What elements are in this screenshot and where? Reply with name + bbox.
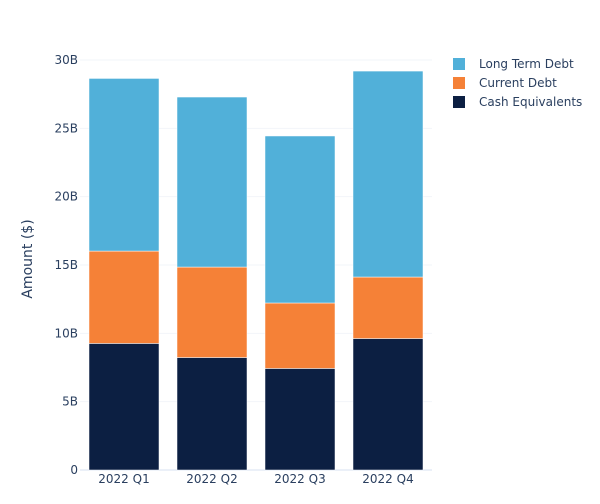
bar-segment bbox=[264, 368, 336, 471]
bars bbox=[88, 70, 424, 471]
legend-swatch bbox=[453, 77, 465, 89]
legend-swatch bbox=[453, 58, 465, 70]
x-tick-label: 2022 Q1 bbox=[98, 472, 149, 486]
x-tick-label: 2022 Q4 bbox=[362, 472, 413, 486]
bar-segment bbox=[264, 302, 336, 369]
x-tick-label: 2022 Q2 bbox=[186, 472, 237, 486]
y-tick-label: 5B bbox=[62, 395, 78, 409]
x-axis-ticks: 2022 Q1 2022 Q2 2022 Q3 2022 Q4 bbox=[98, 472, 413, 486]
y-tick-label: 10B bbox=[54, 326, 78, 340]
y-tick-label: 30B bbox=[54, 53, 78, 67]
legend[interactable]: Long Term Debt Current Debt Cash Equivalen… bbox=[453, 57, 582, 109]
y-tick-label: 20B bbox=[54, 190, 78, 204]
bar-segment bbox=[88, 343, 160, 471]
bar-segment bbox=[176, 266, 248, 358]
bar-segment bbox=[264, 135, 336, 304]
legend-label: Long Term Debt bbox=[479, 57, 574, 71]
bar-segment bbox=[352, 70, 424, 278]
y-axis-label: Amount ($) bbox=[20, 219, 36, 298]
bar-segment bbox=[352, 276, 424, 339]
bar-segment bbox=[88, 250, 160, 344]
bar-segment bbox=[88, 78, 160, 252]
legend-label: Cash Equivalents bbox=[479, 95, 582, 109]
y-tick-label: 25B bbox=[54, 121, 78, 135]
bar-segment bbox=[176, 357, 248, 471]
legend-label: Current Debt bbox=[479, 76, 557, 90]
bar-segment bbox=[352, 338, 424, 471]
x-tick-label: 2022 Q3 bbox=[274, 472, 325, 486]
legend-swatch bbox=[453, 96, 465, 108]
bar-segment bbox=[176, 96, 248, 268]
y-axis-ticks: 0 5B 10B 15B 20B 25B 30B bbox=[54, 53, 78, 477]
y-tick-label: 0 bbox=[70, 463, 78, 477]
y-tick-label: 15B bbox=[54, 258, 78, 272]
